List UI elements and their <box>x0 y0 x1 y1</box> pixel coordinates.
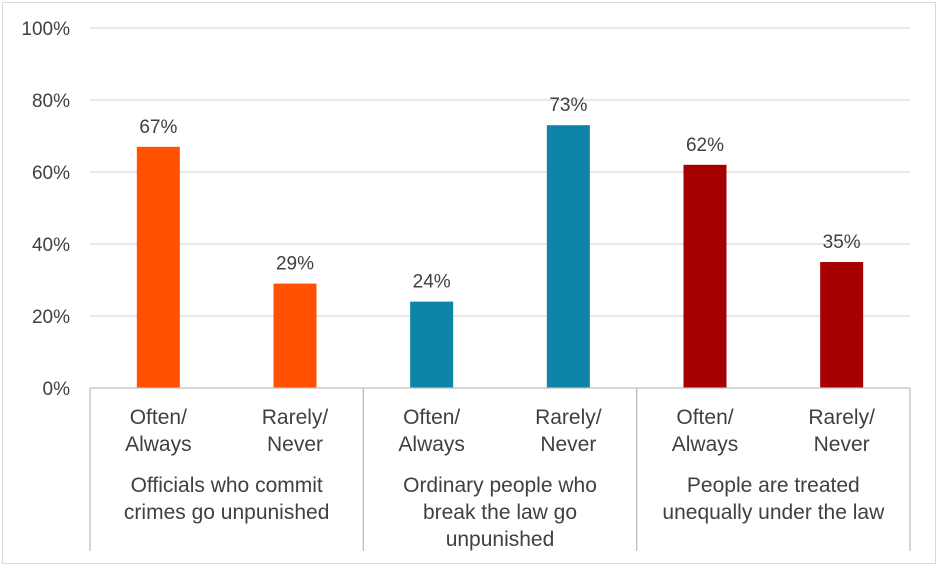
y-tick-label: 60% <box>32 163 70 184</box>
group-label: crimes go unpunished <box>124 501 329 524</box>
group-label: break the law go <box>423 501 577 524</box>
bar <box>683 164 727 388</box>
y-tick-label: 0% <box>43 379 71 400</box>
category-label: Often/ <box>676 406 733 429</box>
bar <box>820 262 864 388</box>
category-label: Rarely/ <box>262 406 329 429</box>
category-label: Always <box>672 433 739 456</box>
bars: 67% 29% 24% 73% 62% 35% <box>136 95 864 388</box>
data-label: 35% <box>823 232 861 253</box>
category-label: Never <box>540 433 596 456</box>
y-tick-label: 100% <box>21 19 70 40</box>
category-label: Rarely/ <box>808 406 875 429</box>
group-label: unpunished <box>446 528 555 551</box>
y-tick-label: 80% <box>32 91 70 112</box>
data-label: 29% <box>276 254 314 275</box>
group-label: People are treated <box>687 474 860 497</box>
x-axis: Often/Always Rarely/Never Officials who co… <box>89 387 911 551</box>
y-tick-label: 40% <box>32 235 70 256</box>
category-label: Never <box>814 433 870 456</box>
bar <box>410 301 454 388</box>
category-label: Often/ <box>403 406 460 429</box>
bar <box>136 146 180 388</box>
data-label: 73% <box>549 95 587 116</box>
group-label: Ordinary people who <box>403 474 597 497</box>
category-label: Always <box>398 433 465 456</box>
group-label: Officials who commit <box>131 474 323 497</box>
bar <box>546 125 590 388</box>
y-tick-label: 20% <box>32 307 70 328</box>
bar <box>273 283 317 388</box>
data-label: 24% <box>413 272 451 293</box>
y-axis: 0% 20% 40% 60% 80% 100% <box>21 19 70 400</box>
data-label: 67% <box>139 117 177 138</box>
category-label: Often/ <box>130 406 187 429</box>
group-label: unequally under the law <box>662 501 885 524</box>
category-label: Never <box>267 433 323 456</box>
category-label: Rarely/ <box>535 406 602 429</box>
category-label: Always <box>125 433 192 456</box>
data-label: 62% <box>686 135 724 156</box>
gridlines <box>90 27 910 317</box>
